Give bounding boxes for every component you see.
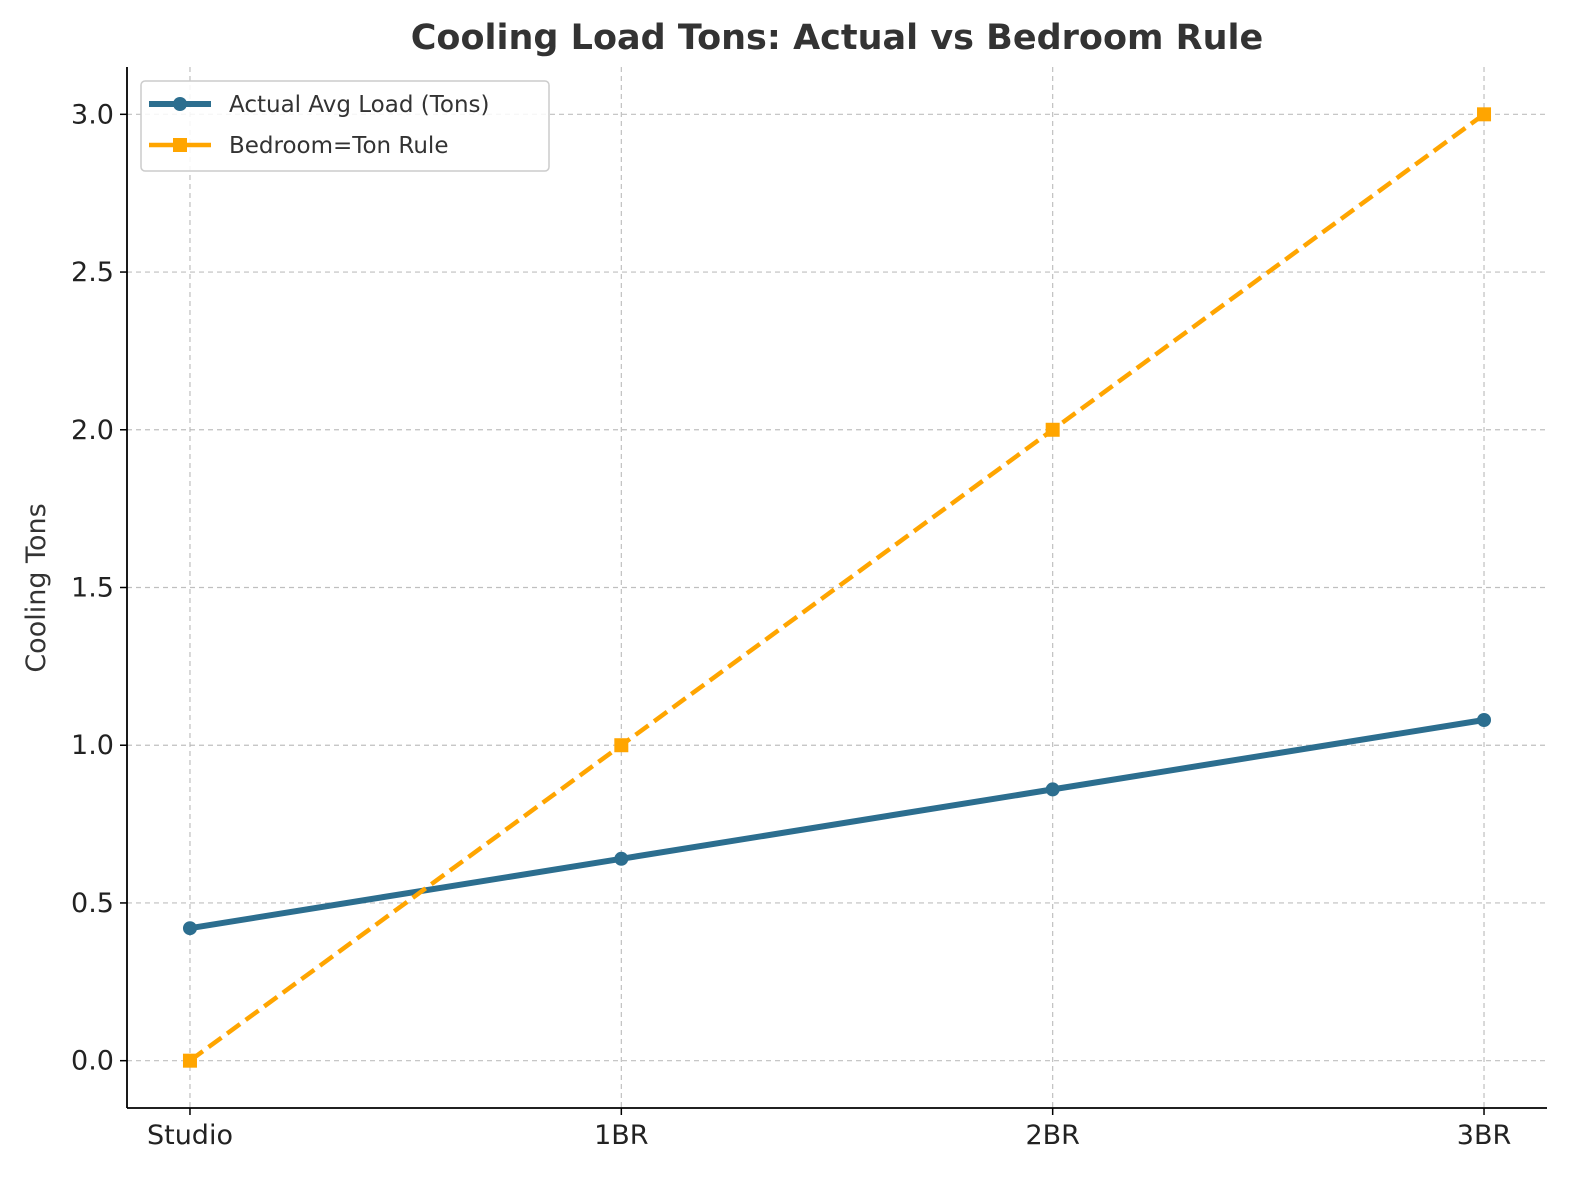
y-tick-label: 0.0 [71, 1046, 114, 1077]
data-point [182, 1053, 197, 1068]
series-line-0 [189, 717, 1485, 932]
x-tick-label: 3BR [1457, 1120, 1511, 1151]
data-point [614, 851, 629, 866]
data-point [1477, 712, 1492, 727]
y-tick-label: 0.5 [71, 888, 114, 919]
legend-label: Actual Avg Load (Tons) [229, 92, 489, 118]
y-tick-label: 2.5 [71, 257, 114, 288]
data-point [182, 921, 197, 936]
chart-title: Cooling Load Tons: Actual vs Bedroom Rul… [411, 18, 1264, 58]
x-tick-label: 2BR [1025, 1120, 1079, 1151]
data-point [1477, 107, 1492, 122]
data-point [1045, 422, 1060, 437]
x-tick-label: Studio [147, 1120, 233, 1151]
x-tick-label: 1BR [594, 1120, 648, 1151]
series-line-1 [188, 112, 1486, 1063]
legend-box [140, 80, 550, 172]
y-tick-label: 1.0 [71, 730, 114, 761]
y-tick-label: 3.0 [71, 99, 114, 130]
legend: Actual Avg Load (Tons) Bedroom=Ton Rule [140, 80, 550, 172]
series-group [182, 107, 1492, 1068]
y-tick-label: 1.5 [71, 573, 114, 604]
y-tick-label: 2.0 [71, 415, 114, 446]
legend-marker [173, 138, 187, 152]
axes: Studio 1BR 2BR 3BR 0.0 0.5 1.0 1.5 2.0 2.5 3.0 [71, 67, 1547, 1151]
data-point [614, 738, 629, 753]
data-point [1045, 782, 1060, 797]
y-axis-label: Cooling Tons [21, 503, 52, 672]
legend-marker [173, 97, 187, 111]
legend-label: Bedroom=Ton Rule [229, 133, 448, 159]
